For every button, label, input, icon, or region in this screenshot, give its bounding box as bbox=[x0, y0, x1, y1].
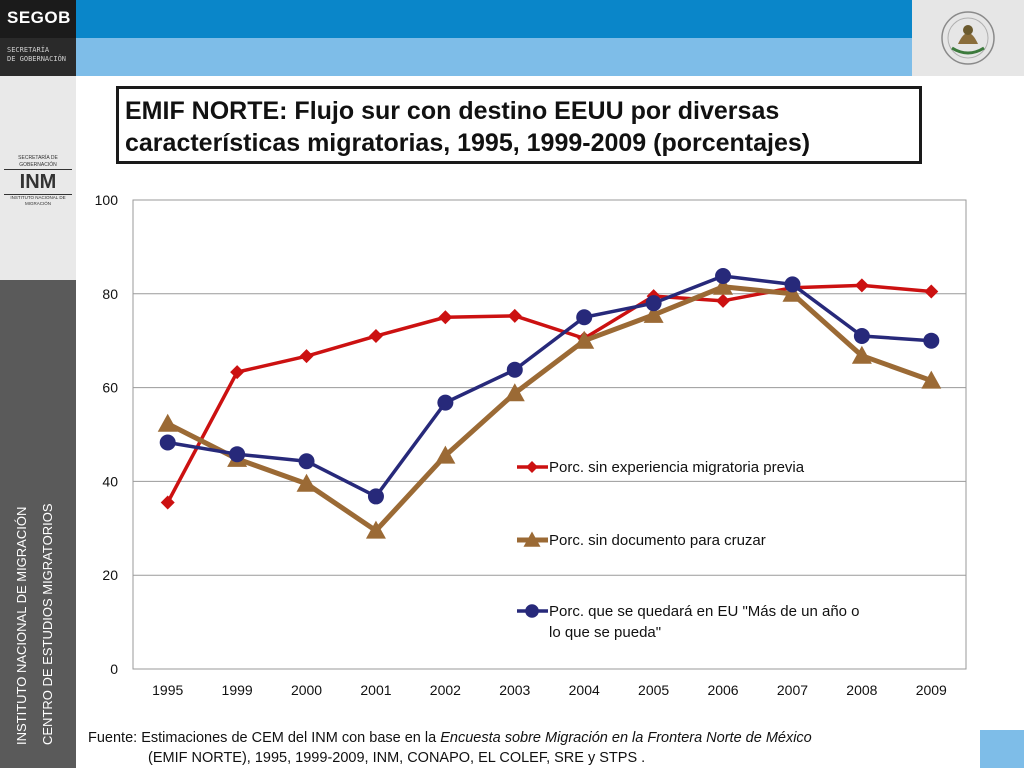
plot-area bbox=[132, 199, 967, 670]
y-tick-label: 20 bbox=[102, 567, 118, 583]
data-point bbox=[782, 283, 803, 302]
data-point bbox=[853, 328, 870, 345]
data-point bbox=[716, 293, 731, 308]
data-point bbox=[643, 304, 664, 323]
inm-logo-bottom: INSTITUTO NACIONAL DE MIGRACIÓN bbox=[4, 194, 72, 207]
inm-logo: SECRETARÍA DE GOBERNACIÓN INM INSTITUTO … bbox=[4, 155, 72, 206]
x-tick-label: 2007 bbox=[777, 682, 808, 698]
data-point bbox=[574, 330, 595, 349]
data-point bbox=[229, 446, 246, 463]
chart-title-line1: EMIF NORTE: Flujo sur con destino EEUU p… bbox=[125, 97, 780, 125]
data-point bbox=[157, 413, 178, 432]
data-point bbox=[507, 308, 522, 323]
sidebar-dark bbox=[0, 280, 76, 768]
segob-subtitle-line1: SECRETARÍA bbox=[7, 46, 50, 54]
data-point bbox=[298, 453, 315, 470]
y-tick-label: 100 bbox=[95, 192, 119, 208]
data-point bbox=[923, 332, 940, 349]
source-survey-name: Encuesta sobre Migración en la Frontera … bbox=[440, 730, 812, 746]
data-point bbox=[230, 365, 245, 380]
header-bar-light-blue bbox=[76, 38, 912, 76]
seal-icon bbox=[941, 11, 995, 65]
legend-marker bbox=[523, 531, 541, 547]
data-point bbox=[715, 267, 732, 284]
legend-marker bbox=[525, 604, 539, 618]
data-point bbox=[435, 445, 456, 464]
x-tick-label: 2002 bbox=[430, 682, 461, 698]
x-tick-label: 1995 bbox=[152, 682, 183, 698]
data-point bbox=[299, 349, 314, 364]
data-point bbox=[713, 276, 734, 295]
x-tick-label: 2005 bbox=[638, 682, 669, 698]
data-point bbox=[645, 295, 662, 312]
data-point bbox=[784, 276, 801, 293]
data-point bbox=[160, 495, 175, 510]
data-point bbox=[921, 370, 942, 389]
legend-marker bbox=[526, 461, 538, 473]
x-tick-label: 2003 bbox=[499, 682, 530, 698]
data-point bbox=[365, 520, 386, 539]
x-tick-label: 2008 bbox=[846, 682, 877, 698]
chart-title-line2: características migratorias, 1995, 1999-… bbox=[125, 129, 811, 157]
series-line bbox=[167, 274, 932, 499]
data-point bbox=[576, 309, 593, 326]
y-tick-label: 80 bbox=[102, 286, 118, 302]
segob-logo: SEGOB bbox=[0, 0, 76, 38]
inm-logo-main: INM bbox=[19, 171, 57, 193]
chart-title-box: EMIF NORTE: Flujo sur con destino EEUU p… bbox=[116, 86, 922, 164]
x-tick-label: 2004 bbox=[569, 682, 600, 698]
series-line bbox=[166, 284, 933, 534]
series-line bbox=[166, 283, 932, 504]
x-tick-label: 2000 bbox=[291, 682, 322, 698]
data-point bbox=[851, 345, 872, 364]
segob-logo-text: SEGOB bbox=[7, 8, 71, 27]
segob-subtitle: SECRETARÍA DE GOBERNACIÓN bbox=[0, 38, 76, 76]
legend-label: Porc. que se quedará en EU "Más de un añ… bbox=[549, 603, 860, 641]
sidebar-light bbox=[0, 76, 76, 280]
source-prefix: Fuente: Estimaciones de CEM del INM con … bbox=[88, 730, 441, 746]
data-point bbox=[367, 488, 384, 505]
data-point bbox=[504, 383, 525, 402]
inm-logo-top: SECRETARÍA DE GOBERNACIÓN bbox=[4, 155, 72, 170]
data-point bbox=[368, 329, 383, 344]
legend-label: Porc. sin documento para cruzar bbox=[549, 532, 766, 549]
corner-accent bbox=[980, 730, 1024, 768]
data-point bbox=[437, 394, 454, 411]
source-line2: (EMIF NORTE), 1995, 1999-2009, INM, CONA… bbox=[148, 750, 646, 766]
x-tick-label: 2009 bbox=[916, 682, 947, 698]
data-point bbox=[924, 284, 939, 299]
y-tick-label: 40 bbox=[102, 473, 118, 489]
data-point bbox=[506, 361, 523, 378]
x-tick-label: 2006 bbox=[707, 682, 738, 698]
y-tick-label: 60 bbox=[102, 380, 118, 396]
header-bar-dark-blue bbox=[76, 0, 912, 38]
source-note: Fuente: Estimaciones de CEM del INM con … bbox=[88, 728, 812, 768]
x-tick-label: 2001 bbox=[360, 682, 391, 698]
segob-subtitle-line2: DE GOBERNACIÓN bbox=[7, 55, 67, 63]
data-point bbox=[159, 434, 176, 451]
x-tick-label: 1999 bbox=[222, 682, 253, 698]
data-point bbox=[438, 310, 453, 325]
legend-label: Porc. sin experiencia migratoria previa bbox=[549, 459, 805, 476]
data-point bbox=[854, 278, 869, 293]
top-banner: SEGOB SECRETARÍA DE GOBERNACIÓN bbox=[0, 0, 1024, 76]
y-tick-label: 0 bbox=[110, 661, 118, 677]
mexico-seal bbox=[912, 0, 1024, 76]
data-point bbox=[296, 473, 317, 492]
